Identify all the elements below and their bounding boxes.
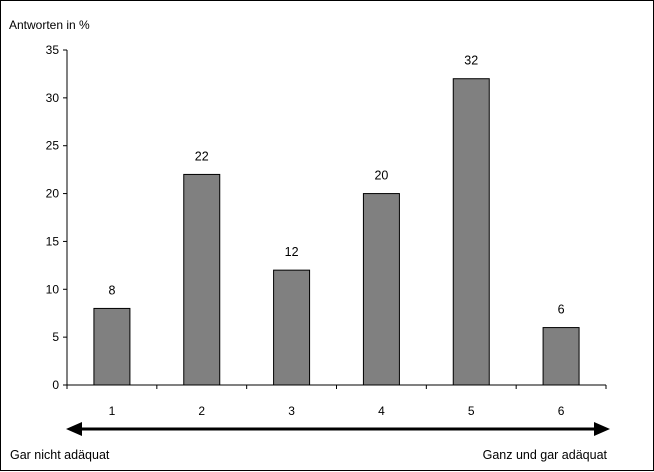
y-tick-label: 30 (46, 91, 60, 105)
data-label-1: 8 (108, 283, 115, 297)
y-tick-label: 20 (46, 187, 60, 201)
bar-2 (183, 173, 221, 386)
bars: 8 22 12 20 32 6 (93, 54, 580, 386)
bar-3 (273, 269, 311, 386)
y-tick-label: 35 (46, 43, 60, 57)
data-label-5: 32 (464, 54, 478, 68)
y-tick-label: 0 (52, 378, 59, 392)
data-label-6: 6 (558, 303, 565, 317)
scale-right-label: Ganz und gar adäquat (483, 448, 608, 462)
y-axis-title: Antworten in % (9, 18, 90, 32)
y-tick-label: 5 (52, 330, 59, 344)
scale-left-label: Gar nicht adäquat (10, 448, 110, 462)
x-tick-label: 6 (558, 404, 565, 418)
x-axis: 1 2 3 4 5 6 (66, 384, 607, 418)
data-label-2: 22 (195, 149, 209, 163)
scale-arrow-left-head (66, 422, 82, 436)
y-tick-label: 10 (46, 282, 60, 296)
y-tick-label: 15 (46, 234, 60, 248)
x-tick-label: 2 (198, 404, 205, 418)
x-tick-label: 3 (288, 404, 295, 418)
bar-1 (93, 307, 131, 386)
scale-arrow (66, 422, 610, 436)
scale-arrow-right-head (594, 422, 610, 436)
data-label-3: 12 (285, 245, 299, 259)
y-tick-label: 25 (46, 139, 60, 153)
data-label-4: 20 (374, 169, 388, 183)
x-tick-label: 1 (109, 404, 116, 418)
bar-5 (452, 78, 490, 386)
bar-6 (542, 327, 580, 386)
bar-4 (362, 193, 400, 386)
y-axis: 0 5 10 15 20 25 30 35 (46, 43, 68, 392)
x-tick-label: 5 (468, 404, 475, 418)
x-tick-label: 4 (378, 404, 385, 418)
